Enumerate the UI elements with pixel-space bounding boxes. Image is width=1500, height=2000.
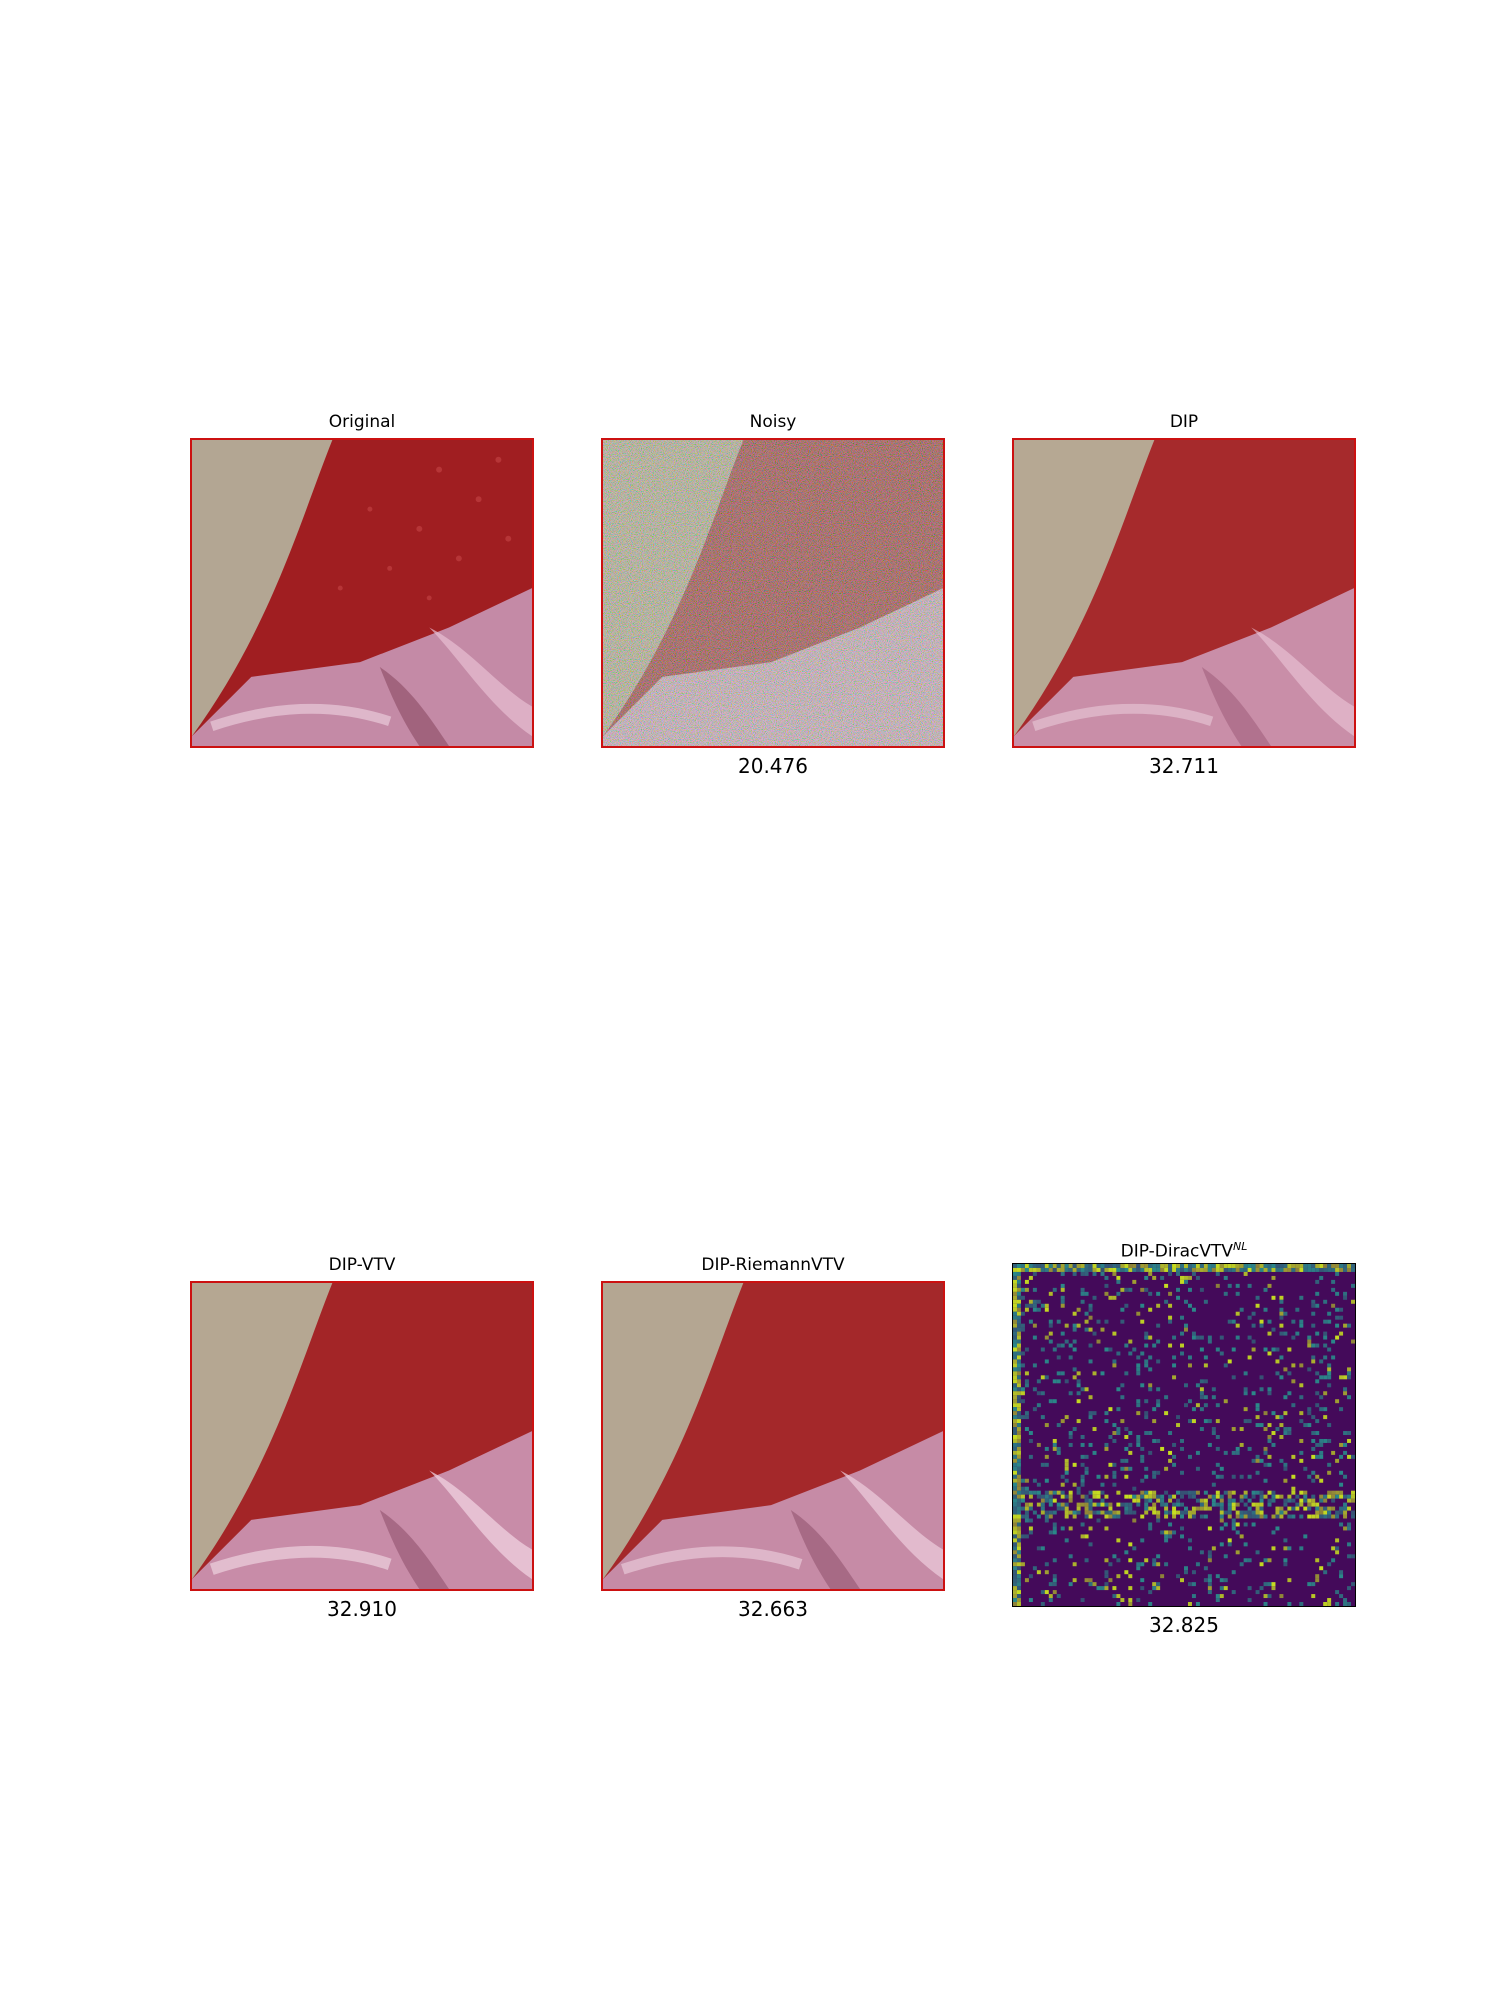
- panel-dip-riemannvtv: DIP-RiemannVTV 32.663: [601, 1255, 945, 1625]
- panel-score: 32.663: [738, 1597, 808, 1621]
- panel-noisy: Noisy 20.476: [601, 412, 945, 782]
- panel-title: Original: [328, 412, 396, 432]
- panel-title: DIP-RiemannVTV: [701, 1255, 845, 1275]
- image-dip-riemannvtv: [601, 1281, 945, 1591]
- panel-title-superscript: NL: [1232, 1240, 1248, 1253]
- panel-dip-diracvtv: DIP-DiracVTVNL 32.825: [1012, 1237, 1356, 1643]
- panel-dip: DIP 32.711: [1012, 412, 1356, 782]
- panel-score: 32.825: [1149, 1613, 1219, 1637]
- panel-score: 32.910: [327, 1597, 397, 1621]
- image-noisy: [601, 438, 945, 748]
- heatmap-dip-diracvtv: [1012, 1263, 1356, 1607]
- panel-original: Original: [190, 412, 534, 782]
- image-original: [190, 438, 534, 748]
- panel-title-text: DIP-DiracVTV: [1120, 1241, 1233, 1262]
- panel-title: DIP: [1169, 412, 1199, 432]
- panel-title: DIP-DiracVTVNL: [1012, 1237, 1356, 1262]
- panel-title: DIP-VTV: [328, 1255, 396, 1275]
- image-dip-vtv: [190, 1281, 534, 1591]
- panel-title: Noisy: [749, 412, 797, 432]
- panel-dip-vtv: DIP-VTV 32.910: [190, 1255, 534, 1625]
- panel-score: 32.711: [1149, 754, 1219, 778]
- image-dip: [1012, 438, 1356, 748]
- panel-score: 20.476: [738, 754, 808, 778]
